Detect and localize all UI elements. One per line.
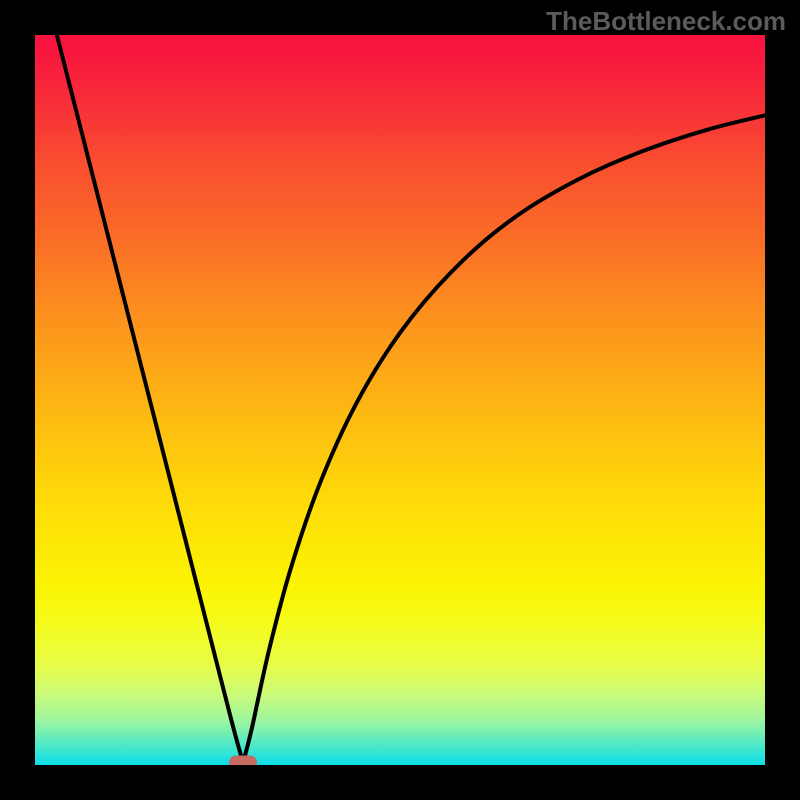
curve-layer: [35, 35, 765, 765]
left-curve: [57, 35, 243, 763]
chart-canvas: TheBottleneck.com: [0, 0, 800, 800]
plot-border-left: [0, 0, 35, 800]
plot-border-bottom: [0, 765, 800, 800]
plot-border-right: [765, 0, 800, 800]
plot-area: [35, 35, 765, 765]
right-curve: [243, 115, 765, 763]
watermark-text: TheBottleneck.com: [546, 6, 786, 37]
